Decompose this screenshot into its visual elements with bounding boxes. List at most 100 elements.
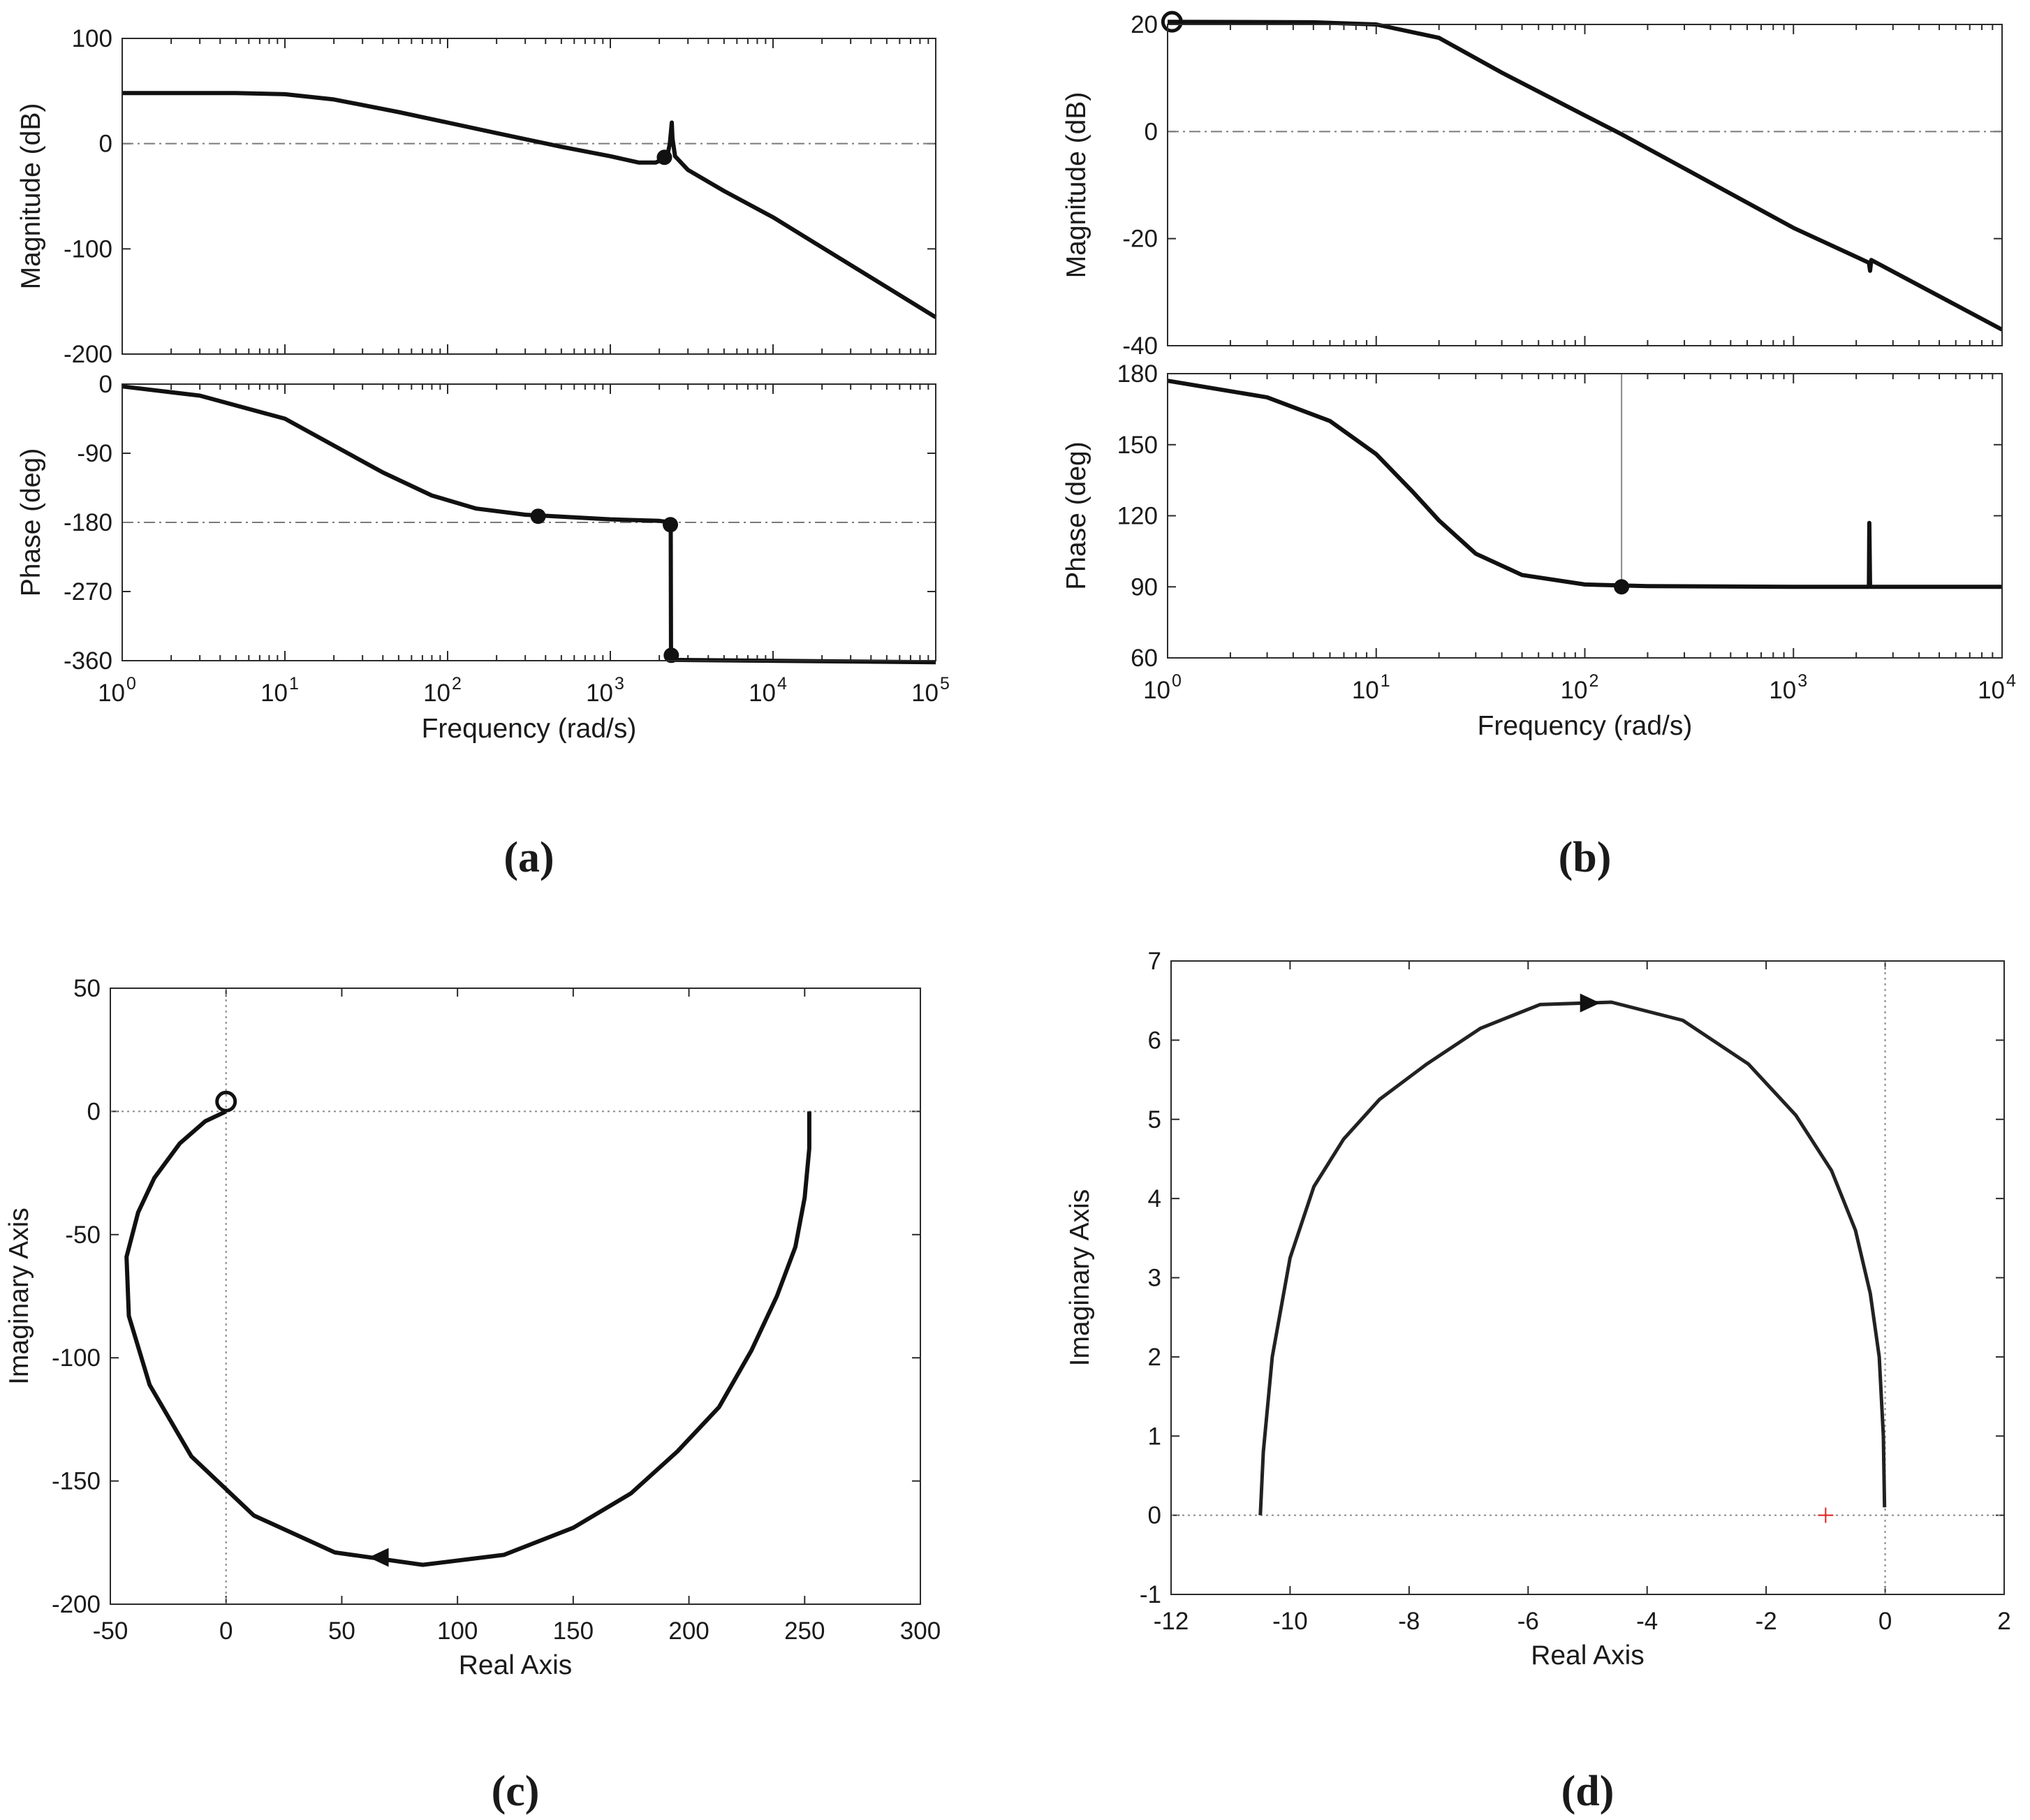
panel-b-xtick-base: 10 [1352,677,1379,704]
panel-b-mag-ytick-label: 20 [1131,11,1158,38]
panel-a-xtick-base: 10 [260,680,288,707]
panel-a-xtick-exp: 2 [452,674,462,693]
panel-d-ytick-label: 7 [1148,948,1161,975]
panel-a-xtick-label: 10 5 [911,674,950,707]
panel-a-phase-ytick-label: -360 [64,647,112,675]
panel-c-xtick-label: 50 [328,1617,355,1645]
panel-d-xtick-label: 2 [1997,1608,2010,1635]
panel-a-phase-curve [122,384,936,665]
panel-a-xlabel: Frequency (rad/s) [422,714,637,744]
panel-a-phase-ytick-label: -180 [64,509,112,536]
panel-a-xtick-exp: 0 [126,674,136,693]
panel-c-xtick-label: 150 [553,1617,594,1645]
panel-c-ylabel: Imaginary Axis [4,1208,34,1385]
panel-d-ytick-label: 5 [1148,1106,1161,1133]
panel-d-xtick-label: -4 [1636,1608,1658,1635]
panel-a-phase-plot: 0 -90 -180 -270 -360 Phase (deg) [16,371,936,675]
panel-d-xtick-label: -6 [1517,1608,1539,1635]
panel-b-xtick-base: 10 [1978,677,2005,704]
panel-b-magnitude-ylabel: Magnitude (dB) [1061,92,1091,279]
panel-b-magnitude-frame [1167,24,2003,346]
panel-d: -12 -10 -8 -6 -4 -2 0 2 7 6 5 4 3 2 1 0 -1 Real Axis Im… [1065,948,2011,1815]
panel-a-xtick-exp: 1 [289,674,299,693]
panel-d-frame [1170,960,2005,1595]
panel-c: -50 0 50 100 150 200 250 300 50 0 -50 -100 -150 -200… [4,975,941,1815]
panel-a-magnitude-curve [122,91,937,319]
panel-c-xtick-label: -50 [93,1617,128,1645]
panel-a-mag-ytick-label: -100 [64,235,112,263]
panel-a-xtick-label: 10 2 [423,674,462,707]
panel-a-xtick-exp: 4 [777,674,787,693]
panel-c-ytick-label: -50 [65,1221,101,1249]
panel-d-ytick-label: 4 [1148,1185,1161,1212]
panel-b-magnitude-marker [1161,10,1183,33]
panel-b-phase-marker [1614,579,1630,595]
panel-a-magnitude-ylabel: Magnitude (dB) [16,103,46,290]
panel-b-phase-ytick-label: 180 [1117,360,1158,388]
panel-a-label: (a) [503,834,554,881]
panel-c-frame [110,988,921,1605]
panel-b-xtick-exp: 1 [1381,671,1390,691]
panel-d-xtick-label: -10 [1272,1608,1308,1635]
panel-b-xtick-exp: 0 [1172,671,1182,691]
panel-d-xtick-label: -8 [1398,1608,1420,1635]
panel-a-phase-ytick-label: 0 [99,371,112,398]
panel-c-ytick-label: 50 [73,975,101,1002]
panel-d-xtick-label: -2 [1756,1608,1777,1635]
panel-c-ytick-label: -100 [52,1344,101,1372]
panel-c-ytick-label: -150 [52,1468,101,1495]
panel-c-xtick-label: 100 [437,1617,478,1645]
panel-b-magnitude-curve [1167,20,2003,332]
panel-b-phase-ytick-label: 90 [1131,573,1158,601]
panel-a-phase-marker [530,508,546,524]
panel-b-xtick-label: 10 4 [1978,671,2016,704]
panel-b-xtick-label: 10 1 [1352,671,1390,704]
panel-a-phase-frame [122,383,936,661]
panel-b-phase-ytick-label: 60 [1131,645,1158,672]
panel-c-label: (c) [492,1768,540,1815]
panel-d-ytick-label: 0 [1148,1502,1161,1529]
panel-b-phase-ylabel: Phase (deg) [1061,441,1091,589]
panel-d-label: (d) [1561,1768,1615,1815]
panel-b-xtick-base: 10 [1143,677,1170,704]
panel-b-phase-plot: 180 150 120 90 60 Phase (deg) [1061,360,2003,672]
panel-b-label: (b) [1559,834,1612,881]
panel-c-ytick-label: 0 [87,1098,101,1125]
panel-a-xtick-base: 10 [423,680,450,707]
panel-a-xtick-label: 10 3 [586,674,624,707]
panel-a-magnitude-marker [656,149,672,166]
panel-a-phase-marker [663,517,679,533]
panel-d-xlabel: Real Axis [1531,1641,1645,1671]
panel-a-xtick-exp: 5 [940,674,950,693]
panel-a-xtick-exp: 3 [615,674,624,693]
panel-d-xtick-label: -12 [1154,1608,1189,1635]
panel-d-ytick-label: -1 [1140,1581,1161,1608]
panel-a-xtick-base: 10 [911,680,939,707]
panel-b-mag-ytick-label: -40 [1122,332,1158,360]
panel-d-ytick-label: 6 [1148,1027,1161,1054]
panel-a-mag-ytick-label: -200 [64,341,112,368]
panel-d-direction-arrow [1580,993,1601,1013]
panel-c-xlabel: Real Axis [459,1650,573,1680]
panel-c-xtick-label: 300 [900,1617,941,1645]
panel-d-nyquist-curve [1258,1000,1887,1516]
panel-b-xtick-label: 10 3 [1769,671,1807,704]
panel-d-ylabel: Imaginary Axis [1065,1189,1095,1367]
panel-b-xtick-base: 10 [1561,677,1588,704]
panel-a-phase-ytick-label: -90 [77,440,112,467]
panel-b-phase-frame [1167,373,2003,659]
panel-a-xtick-label: 10 0 [98,674,136,707]
panel-a-mag-ytick-label: 0 [99,131,112,158]
panel-d-ytick-label: 2 [1148,1344,1161,1371]
panel-a-xtick-label: 10 1 [260,674,299,707]
panel-b-xtick-exp: 2 [1589,671,1599,691]
panel-b-xtick-label: 10 0 [1143,671,1182,704]
panel-b-xtick-label: 10 2 [1561,671,1599,704]
panel-d-xtick-label: 0 [1878,1608,1892,1635]
panel-c-direction-arrow [368,1548,389,1567]
panel-b-xtick-base: 10 [1769,677,1796,704]
panel-b-mag-ytick-label: -20 [1122,226,1158,253]
panel-a-xtick-base: 10 [586,680,613,707]
panel-a-xtick-base: 10 [749,680,776,707]
